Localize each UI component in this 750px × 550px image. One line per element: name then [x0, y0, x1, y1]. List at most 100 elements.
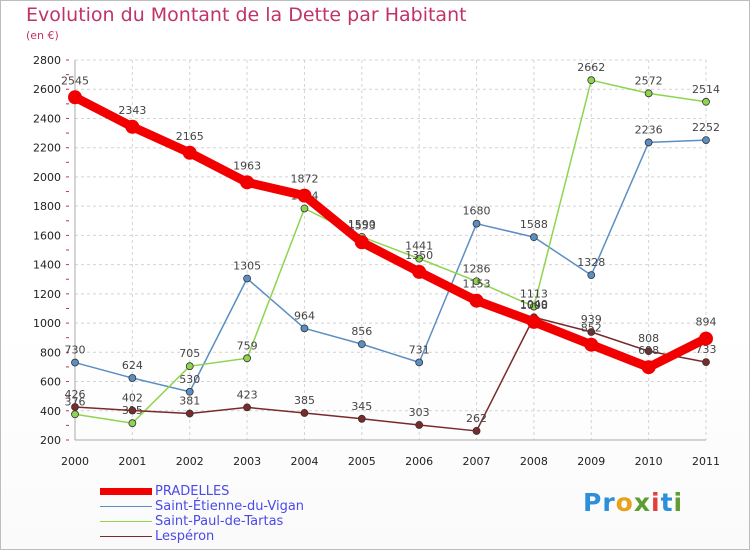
data-point: [641, 360, 656, 375]
legend-item: Saint-Étienne-du-Vigan: [100, 499, 360, 514]
data-point: [702, 358, 710, 367]
logo-letter: i: [651, 488, 661, 517]
data-label: 1305: [233, 260, 261, 273]
data-point: [68, 90, 82, 105]
series-line-lesp-ron: [74, 316, 707, 432]
legend-swatch: [100, 506, 152, 507]
data-label: 2514: [692, 83, 720, 96]
data-point: [185, 409, 194, 418]
data-point: [128, 374, 137, 382]
data-point: [702, 97, 710, 106]
data-label: 1680: [463, 205, 491, 218]
data-point: [530, 302, 538, 311]
x-tick-label: 2004: [290, 455, 318, 468]
data-point: [644, 347, 653, 356]
legend-label: Saint-Paul-de-Tartas: [155, 514, 284, 529]
data-point: [644, 89, 653, 98]
y-tick-label: 800: [40, 346, 61, 359]
x-tick-label: 2005: [348, 455, 376, 468]
y-tick-label: 1200: [33, 288, 61, 301]
data-label: 733: [696, 343, 717, 356]
data-point: [472, 427, 481, 435]
legend-item: Saint-Paul-de-Tartas: [100, 514, 360, 529]
data-label: 2572: [635, 74, 663, 87]
data-label: 624: [122, 359, 143, 372]
data-point: [587, 271, 596, 280]
data-point: [415, 358, 424, 367]
data-label: 759: [237, 339, 258, 352]
x-tick-label: 2008: [520, 455, 548, 468]
legend-swatch: [100, 521, 152, 522]
logo-letter: r: [602, 488, 616, 517]
data-point: [185, 362, 194, 371]
data-label: 1328: [577, 256, 605, 269]
data-label: 1590: [348, 218, 376, 231]
data-point: [300, 409, 309, 417]
data-label: 2343: [118, 104, 146, 117]
chart-unit: (en €): [26, 29, 59, 42]
series-line-pradelles: [70, 92, 711, 372]
series-line-saint-tienne-du-vigan: [74, 139, 707, 393]
data-point: [71, 410, 79, 419]
data-label: 731: [409, 343, 430, 356]
data-label: 856: [351, 325, 372, 338]
x-tick-label: 2003: [233, 455, 261, 468]
data-label: 381: [179, 395, 200, 408]
data-label: 730: [65, 344, 86, 357]
data-point: [354, 235, 369, 250]
data-point: [240, 175, 255, 190]
logo-letter: P: [583, 488, 603, 517]
data-label: 964: [294, 309, 315, 322]
data-point: [125, 119, 140, 134]
data-label: 698: [638, 344, 659, 357]
y-tick-label: 400: [40, 405, 61, 418]
legend-label: Saint-Étienne-du-Vigan: [155, 499, 305, 514]
data-point: [412, 264, 427, 279]
data-point: [300, 204, 309, 213]
data-label: 1153: [463, 278, 491, 291]
data-point: [182, 145, 197, 160]
data-point: [584, 337, 599, 352]
legend-label: PRADELLES: [155, 484, 230, 499]
y-tick-label: 2000: [33, 171, 61, 184]
data-label: 2252: [692, 121, 720, 134]
data-point: [415, 421, 424, 429]
y-tick-label: 1800: [33, 200, 61, 213]
x-tick-label: 2007: [463, 455, 491, 468]
y-tick-label: 1600: [33, 229, 61, 242]
data-point: [702, 136, 710, 144]
x-tick-label: 2000: [61, 455, 89, 468]
logo-letter: o: [615, 488, 634, 517]
y-tick-label: 2800: [33, 54, 61, 67]
data-point: [297, 188, 312, 203]
data-label: 426: [65, 388, 86, 401]
data-point: [243, 403, 251, 412]
legend-item: PRADELLES: [100, 484, 360, 499]
logo-letter: x: [633, 488, 651, 517]
series-line-saint-paul-de-tartas: [74, 79, 707, 424]
data-label: 852: [581, 322, 602, 335]
logo-letter: i: [673, 488, 684, 517]
data-label: 1350: [405, 249, 433, 262]
legend-label: Lespéron: [155, 529, 215, 544]
data-label: 1872: [290, 173, 318, 186]
legend-item: Lespéron: [100, 529, 360, 544]
data-point: [71, 403, 79, 411]
x-tick-label: 2006: [405, 455, 433, 468]
x-tick-label: 2001: [118, 455, 146, 468]
legend-swatch: [100, 488, 152, 495]
x-tick-label: 2002: [176, 455, 204, 468]
data-point: [526, 314, 541, 329]
data-point: [472, 219, 481, 228]
data-point: [530, 233, 538, 242]
data-label: 376: [65, 395, 86, 408]
data-label: 808: [638, 332, 659, 345]
y-tick-label: 2200: [33, 142, 61, 155]
data-point: [71, 358, 79, 367]
data-label: 2545: [61, 74, 89, 87]
data-point: [243, 274, 251, 283]
data-point: [644, 138, 653, 147]
data-label: 1441: [405, 240, 433, 253]
